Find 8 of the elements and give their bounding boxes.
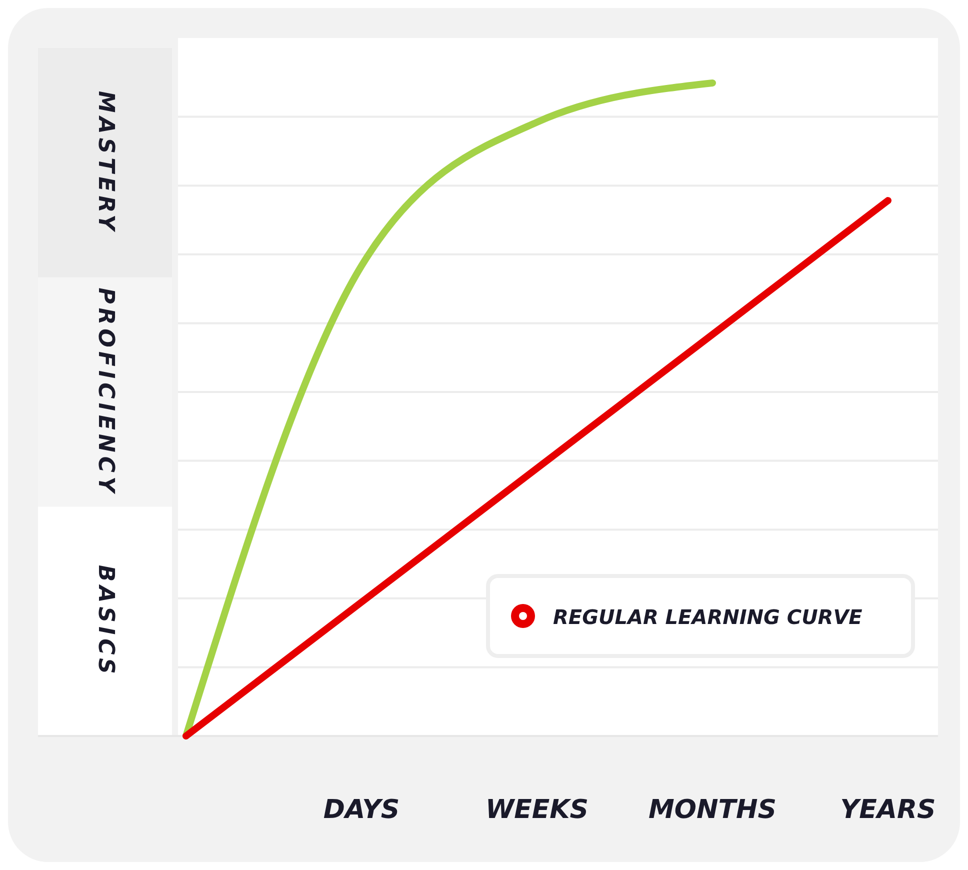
- text: MASTERY: [92, 90, 118, 234]
- x-tick-label: MONTHS: [648, 795, 776, 825]
- text: BASICS: [92, 564, 118, 678]
- x-tick-label: DAYS: [323, 795, 400, 825]
- legend-label: REGULAR LEARNING CURVE: [553, 605, 863, 629]
- x-tick-label: YEARS: [840, 795, 936, 825]
- text: PROFICIENCY: [92, 288, 118, 496]
- x-tick-label: WEEKS: [485, 795, 589, 825]
